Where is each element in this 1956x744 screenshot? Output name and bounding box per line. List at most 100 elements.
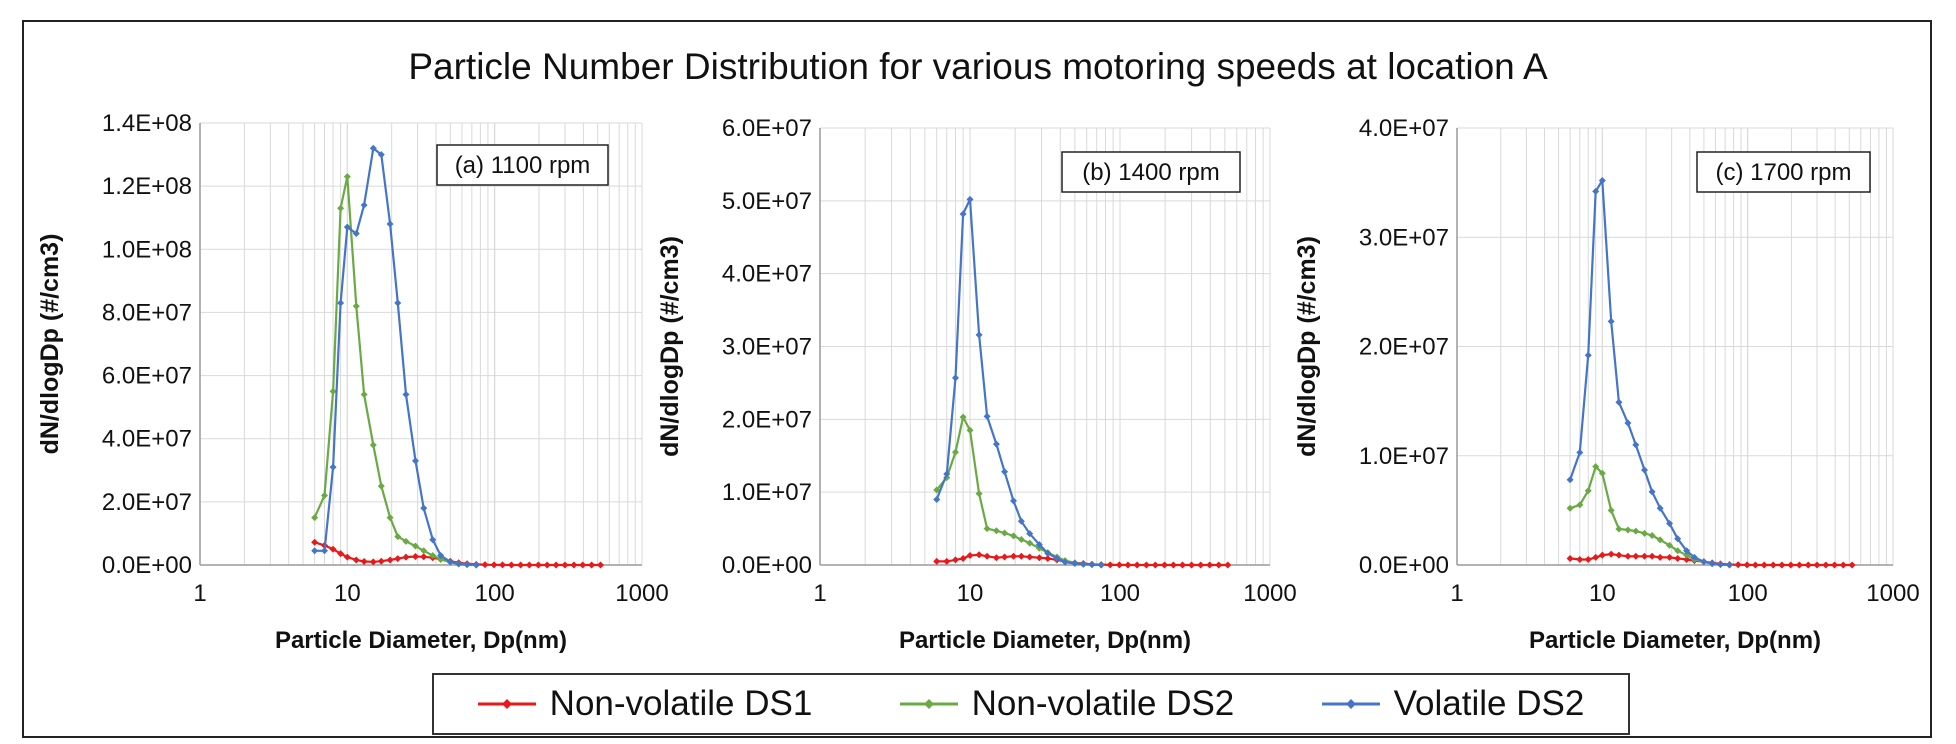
data-point bbox=[1787, 561, 1795, 569]
data-point bbox=[360, 391, 368, 399]
data-point bbox=[943, 557, 951, 565]
data-point bbox=[1017, 517, 1025, 525]
data-point bbox=[1743, 561, 1751, 569]
data-point bbox=[402, 553, 410, 561]
annotation-box bbox=[1061, 151, 1241, 193]
data-point bbox=[490, 561, 498, 569]
y-tick-label: 4.0E+07 bbox=[1359, 115, 1449, 142]
data-point bbox=[1615, 551, 1623, 559]
data-point bbox=[1097, 561, 1105, 569]
data-point bbox=[534, 561, 542, 569]
x-tick-label: 100 bbox=[475, 580, 515, 607]
y-axis-title: dN/dlogDp (#/cm3) bbox=[36, 234, 64, 455]
data-point bbox=[472, 561, 480, 569]
data-point bbox=[402, 537, 410, 545]
data-point bbox=[1666, 553, 1674, 561]
data-point bbox=[959, 413, 967, 421]
y-tick-label: 2.0E+07 bbox=[1359, 334, 1449, 361]
data-point bbox=[1160, 561, 1168, 569]
data-point bbox=[1598, 469, 1606, 477]
data-point bbox=[966, 552, 974, 560]
data-point bbox=[1822, 561, 1830, 569]
data-point bbox=[1017, 552, 1025, 560]
data-point bbox=[552, 561, 560, 569]
data-point bbox=[959, 554, 967, 562]
data-point bbox=[1017, 536, 1025, 544]
data-point bbox=[966, 426, 974, 434]
data-point bbox=[1674, 554, 1682, 562]
data-point bbox=[1566, 476, 1574, 484]
y-tick-label: 4.0E+07 bbox=[102, 426, 192, 453]
data-point bbox=[1624, 526, 1632, 534]
data-point bbox=[1726, 561, 1734, 569]
y-tick-label: 1.0E+07 bbox=[722, 479, 812, 506]
y-tick-label: 3.0E+07 bbox=[1359, 224, 1449, 251]
data-point bbox=[352, 302, 360, 310]
y-tick-label: 6.0E+07 bbox=[722, 115, 812, 142]
data-point bbox=[1088, 561, 1096, 569]
data-point bbox=[337, 299, 345, 307]
data-point bbox=[386, 220, 394, 228]
annotation-label: (a) 1100 rpm bbox=[455, 152, 591, 179]
y-tick-label: 4.0E+07 bbox=[722, 261, 812, 288]
data-point bbox=[943, 470, 951, 478]
data-point bbox=[337, 550, 345, 558]
data-point bbox=[933, 486, 941, 494]
data-point bbox=[992, 527, 1000, 535]
data-point bbox=[463, 561, 471, 569]
data-point bbox=[1584, 351, 1592, 359]
y-axis-title: dN/dlogDp (#/cm3) bbox=[1293, 236, 1321, 457]
data-point bbox=[429, 536, 437, 544]
data-point bbox=[992, 440, 1000, 448]
y-tick-label: 5.0E+07 bbox=[722, 188, 812, 215]
legend-entry-non-volatile-ds2: Non-volatile DS2 bbox=[899, 684, 1234, 724]
y-tick-label: 0.0E+00 bbox=[722, 552, 812, 579]
data-point bbox=[1124, 561, 1132, 569]
data-point bbox=[343, 553, 351, 561]
data-point bbox=[1683, 556, 1691, 564]
y-tick-label: 3.0E+07 bbox=[722, 334, 812, 361]
y-tick-label: 1.0E+07 bbox=[1359, 443, 1449, 470]
data-point bbox=[1133, 561, 1141, 569]
legend-swatch-volatile-ds2 bbox=[1321, 699, 1380, 709]
data-point bbox=[411, 542, 419, 550]
data-point bbox=[1566, 504, 1574, 512]
data-point bbox=[525, 561, 533, 569]
data-point bbox=[311, 514, 319, 522]
data-point bbox=[386, 556, 394, 564]
data-point bbox=[1598, 551, 1606, 559]
legend-entry-non-volatile-ds1: Non-volatile DS1 bbox=[477, 684, 812, 724]
data-point bbox=[329, 545, 337, 553]
data-point bbox=[1071, 560, 1079, 568]
data-point bbox=[1607, 317, 1615, 325]
data-point bbox=[1813, 561, 1821, 569]
series-volatile-ds2 bbox=[1566, 176, 1734, 569]
data-point bbox=[369, 558, 377, 566]
data-point bbox=[311, 547, 319, 555]
data-point bbox=[1700, 558, 1708, 566]
data-point bbox=[1001, 553, 1009, 561]
data-point bbox=[420, 504, 428, 512]
y-tick-label: 2.0E+07 bbox=[102, 489, 192, 516]
data-point bbox=[386, 514, 394, 522]
legend-entry-volatile-ds2: Volatile DS2 bbox=[1321, 684, 1584, 724]
data-point bbox=[951, 448, 959, 456]
data-point bbox=[352, 230, 360, 237]
data-point bbox=[1624, 419, 1632, 427]
series-volatile-ds2 bbox=[933, 195, 1105, 569]
data-point bbox=[1848, 561, 1856, 569]
data-point bbox=[1044, 554, 1052, 562]
data-point bbox=[1584, 556, 1592, 564]
data-point bbox=[1035, 554, 1043, 562]
annotation-box bbox=[1696, 151, 1871, 193]
data-point bbox=[1151, 561, 1159, 569]
data-point bbox=[437, 552, 445, 560]
data-point bbox=[1734, 561, 1742, 569]
data-point bbox=[1674, 535, 1682, 543]
data-point bbox=[394, 555, 402, 563]
x-tick-label: 1000 bbox=[1243, 580, 1296, 607]
data-point bbox=[402, 391, 410, 399]
data-point bbox=[481, 561, 489, 569]
data-point bbox=[329, 463, 337, 471]
data-point bbox=[1001, 468, 1009, 476]
